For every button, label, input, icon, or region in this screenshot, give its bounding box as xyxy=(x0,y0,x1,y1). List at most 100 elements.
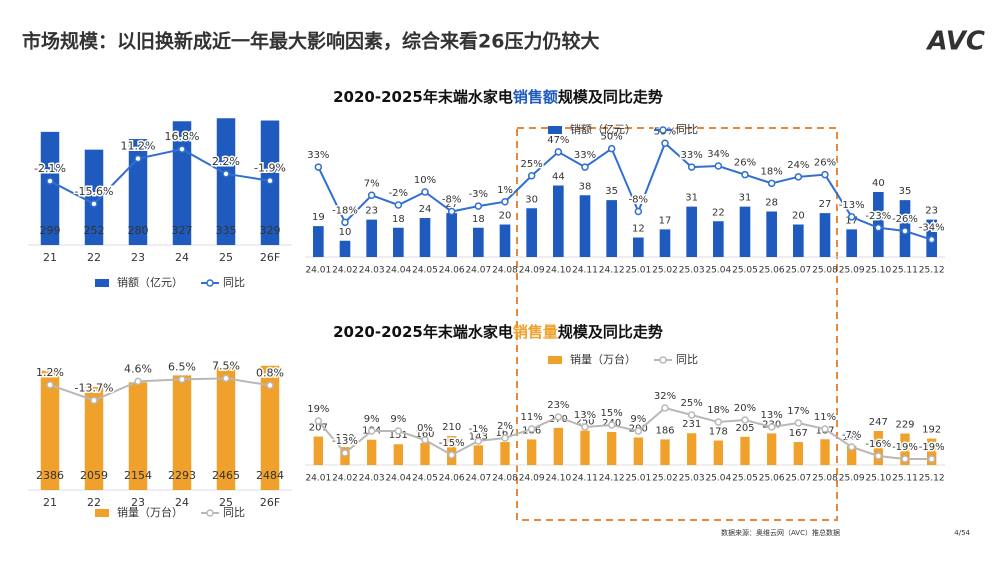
bar xyxy=(686,206,697,257)
value-label: 250 xyxy=(575,417,594,428)
value-label: 167 xyxy=(789,428,808,439)
x-tick-label: 25 xyxy=(219,251,233,264)
title-part: 2020-2025年末端水家电 xyxy=(333,323,513,341)
x-tick-label: 25.03 xyxy=(679,474,705,484)
x-tick-label: 25.01 xyxy=(625,266,651,276)
yoy-marker xyxy=(266,381,274,390)
value-label: 28 xyxy=(765,198,778,209)
yoy-marker xyxy=(634,427,643,435)
title-part: 销售量 xyxy=(513,323,558,341)
yoy-marker xyxy=(581,163,589,171)
yoy-marker xyxy=(314,163,323,171)
x-tick-label: 24.05 xyxy=(412,266,438,276)
source: 数据来源：奥维云网（AVC）推总数据 xyxy=(721,528,840,537)
legend-label: 同比 xyxy=(676,123,698,136)
x-tick-label: 23 xyxy=(131,251,145,264)
x-tick-label: 25.07 xyxy=(785,266,811,276)
yoy-marker xyxy=(46,381,54,389)
bar xyxy=(660,439,670,465)
value-label: 229 xyxy=(895,420,914,431)
yoy-marker xyxy=(447,451,456,459)
value-label: 143 xyxy=(469,431,488,442)
yoy-marker xyxy=(367,427,376,435)
value-label: 192 xyxy=(922,425,941,436)
x-tick-label: 24.02 xyxy=(332,266,358,276)
yoy-label: -15.6% xyxy=(75,185,114,198)
x-tick-label: 24.04 xyxy=(385,474,411,484)
x-tick-label: 24.07 xyxy=(465,474,491,484)
value-label: 186 xyxy=(655,425,674,436)
x-tick-label: 24.11 xyxy=(572,266,598,276)
bar xyxy=(553,185,564,257)
x-tick-label: 26F xyxy=(260,251,280,264)
yoy-marker xyxy=(767,423,776,431)
yoy-marker xyxy=(178,145,186,153)
x-tick-label: 25.09 xyxy=(839,474,865,484)
bar xyxy=(419,218,431,257)
legend-swatch xyxy=(95,279,109,287)
x-tick-label: 25.07 xyxy=(785,474,811,484)
yoy-label: 15% xyxy=(601,408,623,419)
yoy-marker xyxy=(661,404,669,412)
x-tick-label: 24.03 xyxy=(359,266,385,276)
bar xyxy=(446,213,457,257)
bar xyxy=(793,224,804,257)
bar xyxy=(366,219,377,257)
value-label: 35 xyxy=(899,186,912,197)
legend-swatch xyxy=(548,356,562,364)
yoy-label: 1.2% xyxy=(36,366,64,379)
yoy-marker xyxy=(341,449,349,457)
value-label: 18 xyxy=(392,214,405,225)
yoy-marker xyxy=(447,207,456,216)
yoy-label: 4.6% xyxy=(124,362,152,375)
legend-swatch-marker xyxy=(206,279,214,287)
bar xyxy=(527,439,537,465)
slide-title: 市场规模：以旧换新成近一年最大影响因素，综合来看26压力仍较大 xyxy=(22,30,599,53)
yoy-marker xyxy=(634,207,643,216)
yoy-marker xyxy=(901,227,909,235)
yoy-label: -34% xyxy=(919,223,945,234)
bar xyxy=(927,438,937,465)
yoy-label: 0% xyxy=(417,423,433,434)
yoy-marker xyxy=(46,177,54,185)
logo: AVC xyxy=(925,27,985,57)
bar xyxy=(739,206,751,257)
yoy-label: 34% xyxy=(707,149,729,160)
yoy-marker xyxy=(554,413,563,421)
bar xyxy=(846,229,857,257)
yoy-marker xyxy=(821,425,829,433)
value-label: 335 xyxy=(216,224,237,237)
legend-swatch-marker xyxy=(659,356,667,364)
yoy-label: 7% xyxy=(364,178,380,189)
yoy-label: -8% xyxy=(629,195,648,206)
value-label: 22 xyxy=(712,207,725,218)
yoy-label: 10% xyxy=(414,175,436,186)
yoy-label: 13% xyxy=(761,410,783,421)
bar xyxy=(607,432,617,465)
value-label: 27 xyxy=(445,199,458,210)
x-tick-label: 22 xyxy=(87,251,101,264)
value-label: 23 xyxy=(925,206,938,217)
x-tick-label: 24 xyxy=(175,251,189,264)
yoy-marker xyxy=(661,139,669,147)
legend-label: 销额（亿元） xyxy=(570,122,636,136)
legend-label: 同比 xyxy=(223,276,245,289)
yoy-marker xyxy=(367,191,376,199)
yoy-label: 25% xyxy=(681,398,703,409)
yoy-marker xyxy=(687,163,696,171)
bar xyxy=(447,436,457,465)
value-label: 178 xyxy=(709,427,728,438)
x-tick-label: 24.08 xyxy=(492,266,518,276)
yoy-label: 26% xyxy=(734,158,756,169)
title-part: 规模及同比走势 xyxy=(558,88,663,106)
yoy-marker xyxy=(927,235,936,244)
value-label: 18 xyxy=(472,214,485,225)
value-label: 10 xyxy=(339,227,352,238)
yoy-label: 50% xyxy=(601,132,623,143)
yoy-marker xyxy=(90,396,98,405)
bar xyxy=(713,221,724,257)
bar xyxy=(526,208,537,257)
yoy-label: 20% xyxy=(734,403,756,414)
x-tick-label: 25.12 xyxy=(919,474,945,484)
x-tick-label: 25.08 xyxy=(812,266,838,276)
